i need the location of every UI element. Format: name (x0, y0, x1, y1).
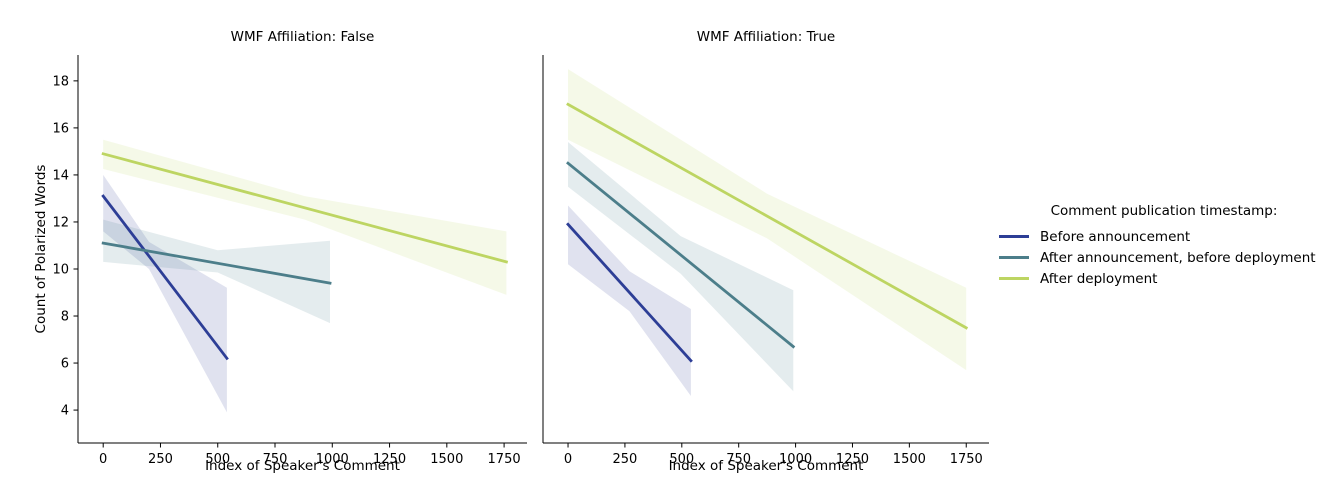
x-tick-label: 750 (726, 452, 751, 467)
legend-title: Comment publication timestamp: (1050, 203, 1278, 219)
legend-line-swatch (999, 256, 1029, 259)
ci-band (103, 219, 330, 324)
ci-band (568, 69, 967, 371)
legend-entries: Before announcement After announcement, b… (995, 226, 1333, 289)
y-tick-label: 12 (52, 215, 69, 230)
x-tick-label: 1500 (430, 452, 463, 467)
x-tick-label: 0 (564, 452, 572, 467)
legend-line-swatch (999, 235, 1029, 238)
x-tick-label: 1250 (373, 452, 406, 467)
legend-entry: After announcement, before deployment (995, 247, 1333, 268)
x-tick-label: 250 (148, 452, 173, 467)
y-tick-label: 16 (52, 121, 69, 136)
y-tick-label: 14 (52, 168, 69, 183)
legend-entry-label: After deployment (1040, 270, 1158, 287)
x-tick-label: 500 (205, 452, 230, 467)
y-tick-label: 18 (52, 74, 69, 89)
x-tick-label: 1000 (779, 452, 812, 467)
ci-band (568, 142, 794, 392)
x-tick-label: 1250 (836, 452, 869, 467)
regression-line (566, 222, 693, 363)
x-tick-label: 250 (613, 452, 638, 467)
legend-entry: Before announcement (995, 226, 1333, 247)
regression-line (101, 152, 509, 264)
x-axis-label-left: Index of Speaker's Comment (205, 458, 400, 474)
regression-line (566, 102, 969, 330)
ci-band (568, 205, 691, 396)
x-tick-label: 750 (263, 452, 288, 467)
x-tick-label: 500 (669, 452, 694, 467)
facet-title-wmf-true: WMF Affiliation: True (696, 29, 836, 45)
ci-band (103, 174, 227, 413)
legend-entry-label: After announcement, before deployment (1040, 249, 1316, 266)
y-tick-label: 8 (61, 310, 69, 325)
facet-0: 0 250 500 750 1000 1250 1500 1750 4 6 8 10 12 14 16 18 (52, 55, 527, 467)
y-tick-label: 4 (61, 404, 69, 419)
ci-band (103, 139, 507, 295)
regression-line (101, 194, 229, 361)
legend: Comment publication timestamp: Before an… (995, 203, 1333, 289)
x-tick-label: 1750 (488, 452, 521, 467)
legend-entry-label: Before announcement (1040, 228, 1191, 245)
x-axis-label-right: Index of Speaker's Comment (668, 458, 864, 474)
legend-line-swatch (999, 277, 1029, 280)
legend-entry: After deployment (995, 268, 1333, 289)
y-axis-label: Count of Polarized Words (33, 164, 49, 334)
regression-line (566, 161, 796, 349)
y-tick-label: 6 (61, 357, 69, 372)
x-tick-label: 1500 (893, 452, 926, 467)
regression-line (101, 241, 332, 285)
facet-title-wmf-false: WMF Affiliation: False (230, 29, 375, 45)
facet-1: 0 250 500 750 1000 1250 1500 1750 (542, 55, 989, 467)
x-tick-label: 0 (99, 452, 107, 467)
x-tick-label: 1750 (950, 452, 983, 467)
x-tick-label: 1000 (316, 452, 349, 467)
y-tick-label: 10 (52, 262, 69, 277)
